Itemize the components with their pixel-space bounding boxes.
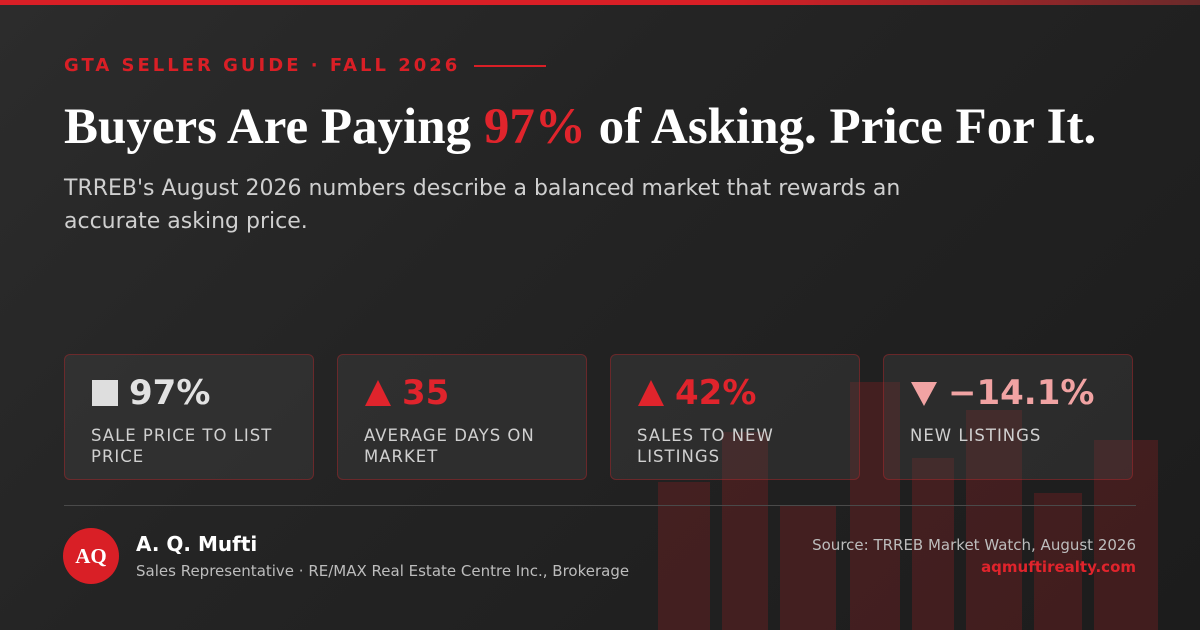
stat-card: −14.1% NEW LISTINGS	[883, 354, 1133, 480]
deco-bar	[1034, 493, 1082, 630]
headline-text: of Asking. Price For It.	[598, 99, 1097, 155]
stat-card: 42% SALES TO NEW LISTINGS	[610, 354, 860, 480]
avatar-initials: AQ	[75, 543, 107, 568]
down-icon	[911, 382, 937, 406]
website: aqmuftirealty.com	[981, 558, 1136, 576]
author-name: A. Q. Mufti	[136, 532, 258, 556]
author-role: Sales Representative · RE/MAX Real Estat…	[136, 562, 630, 580]
eyebrow: GTA SELLER GUIDE · FALL 2026	[64, 55, 547, 76]
divider	[64, 505, 1136, 506]
source: Source: TRREB Market Watch, August 2026	[812, 536, 1136, 554]
stat-card: 35 AVERAGE DAYS ON MARKET	[337, 354, 587, 480]
eyebrow-text: GTA SELLER GUIDE · FALL 2026	[64, 55, 461, 76]
stat-label: AVERAGE DAYS ON MARKET	[364, 426, 535, 466]
headline: Buyers Are Paying 97% of Asking. Price F…	[64, 98, 1096, 156]
stat-value: 97%	[129, 373, 211, 413]
deco-bar	[850, 382, 900, 630]
deco-bar	[912, 458, 954, 630]
stat-value: −14.1%	[948, 373, 1095, 413]
deco-bar	[658, 482, 710, 630]
headline-highlight: 97%	[483, 99, 586, 155]
subtitle: TRREB's August 2026 numbers describe a b…	[64, 176, 901, 234]
deco-bar	[780, 505, 836, 630]
stat-value: 42%	[675, 373, 757, 413]
eyebrow-rule	[474, 64, 547, 67]
up-icon	[638, 380, 664, 406]
stat-label: SALE PRICE TO LIST PRICE	[91, 426, 273, 466]
stat-label: NEW LISTINGS	[910, 426, 1042, 445]
stat-label: SALES TO NEW LISTINGS	[637, 426, 774, 466]
deco-bar	[966, 410, 1022, 630]
headline-text: Buyers Are Paying	[64, 99, 472, 155]
deco-bar	[722, 432, 768, 630]
avatar: AQ	[63, 528, 119, 584]
stat-value: 35	[402, 373, 450, 413]
top-accent	[0, 0, 1200, 5]
neutral-icon	[92, 380, 118, 406]
stat-card: 97% SALE PRICE TO LIST PRICE	[64, 354, 314, 480]
up-icon	[365, 380, 391, 406]
deco-bar	[1094, 440, 1158, 630]
